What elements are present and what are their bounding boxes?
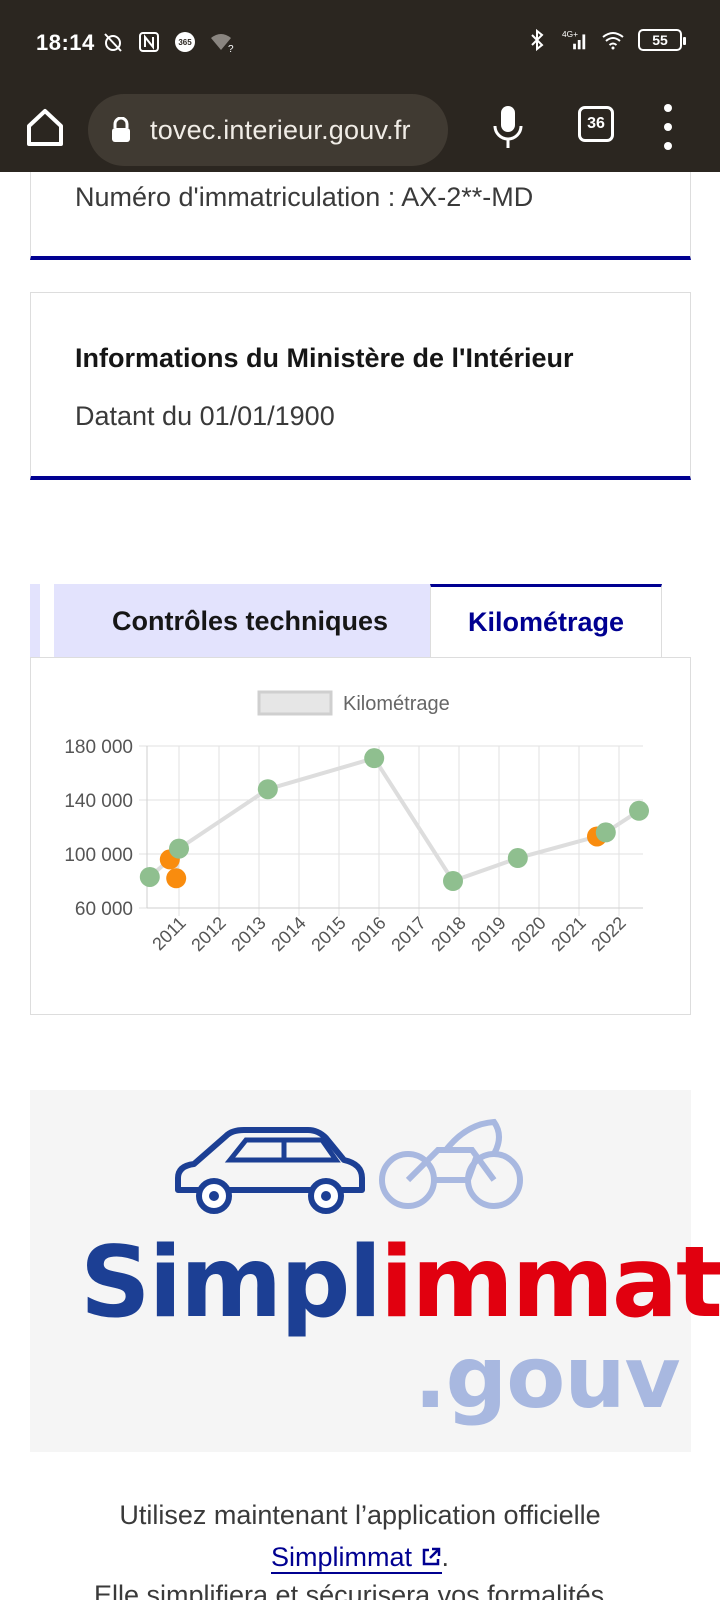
kilometrage-panel: Kilométrage 60 000 100 000 140 000 180 000 20… (30, 657, 691, 1015)
more-menu-icon[interactable] (660, 104, 676, 150)
x-tick-label: 2015 (307, 913, 349, 955)
logo-word-part1: Simpl (80, 1226, 382, 1340)
status-time: 18:14 (36, 30, 95, 55)
signal-icon: 4G+ (562, 29, 586, 50)
data-point (257, 779, 278, 800)
external-link-icon (422, 1547, 440, 1566)
tab-controles-techniques[interactable]: Contrôles techniques (54, 584, 446, 658)
x-tick-label: 2021 (547, 913, 589, 955)
data-point (166, 868, 187, 889)
svg-text:365: 365 (178, 38, 192, 47)
legend-label: Kilométrage (343, 693, 450, 715)
x-tick-label: 2016 (347, 913, 389, 955)
x-tick-label: 2014 (267, 913, 309, 955)
x-tick-label: 2022 (587, 913, 629, 955)
nfc-icon (139, 32, 159, 52)
app-notification-icon: 365 (175, 32, 195, 52)
x-tick-label: 2020 (507, 913, 549, 955)
x-tick-label: 2011 (148, 913, 190, 955)
lock-icon (112, 117, 130, 142)
data-point (443, 871, 463, 891)
address-bar[interactable]: tovec.interieur.gouv.fr (88, 94, 448, 166)
ministry-info-title: Informations du Ministère de l'Intérieur (75, 343, 574, 373)
tab-previous-stub[interactable] (30, 584, 40, 658)
data-point (139, 866, 160, 887)
tab-list: Contrôles techniques Kilométrage (30, 584, 691, 658)
y-tick-label: 100 000 (64, 845, 133, 866)
svg-text:?: ? (228, 44, 234, 54)
mileage-chart: Kilométrage 60 000 100 000 140 000 180 000 20… (64, 690, 649, 955)
logo-wordmark: Simplimmat (80, 1226, 720, 1340)
x-tick-label: 2019 (467, 913, 509, 955)
wifi-icon (602, 32, 624, 50)
vehicle-registration-card: Numéro d'immatriculation : AX-2**-MD (30, 172, 691, 260)
status-left-icons: 365 ? (100, 30, 234, 54)
tab-switcher-button[interactable]: 36 (578, 106, 614, 142)
browser-toolbar: tovec.interieur.gouv.fr 36 (0, 86, 720, 172)
x-tick-label: 2012 (187, 913, 229, 955)
simplimmat-logo[interactable]: Simplimmat .gouv (30, 1090, 720, 1452)
tab-kilometrage[interactable]: Kilométrage (430, 584, 662, 658)
home-icon[interactable] (24, 104, 66, 150)
bluetooth-icon (531, 28, 544, 52)
ministry-info-card: Informations du Ministère de l'Intérieur… (30, 292, 691, 480)
url-text: tovec.interieur.gouv.fr (150, 114, 411, 145)
svg-text:4G+: 4G+ (562, 29, 578, 39)
ministry-info-date: Datant du 01/01/1900 (75, 401, 335, 431)
promo-line: Utilisez maintenant l’application offici… (119, 1500, 601, 1530)
data-point (507, 848, 528, 869)
registration-number: Numéro d'immatriculation : AX-2**-MD (75, 182, 534, 212)
data-point (169, 838, 189, 859)
car-icon (175, 1127, 365, 1214)
data-point (364, 748, 385, 769)
logo-suffix: .gouv (414, 1328, 681, 1428)
wifi-question-icon: ? (211, 34, 234, 54)
simplimmat-link[interactable]: Simplimmat (270, 1542, 442, 1574)
y-tick-label: 140 000 (64, 791, 133, 812)
battery-indicator: 55 (638, 29, 686, 51)
promo-cutoff-line: Elle simplifiera et sécurisera vos forma… (94, 1580, 605, 1600)
status-right-icons: 4G+ 55 (524, 28, 686, 52)
logo-word-part2: immat (380, 1226, 720, 1340)
x-tick-label: 2017 (387, 913, 429, 955)
data-point (595, 822, 616, 843)
alarm-off-icon (104, 33, 122, 52)
x-tick-label: 2018 (427, 913, 469, 955)
status-bar: 18:14 365 ? 4G+ 55 (0, 0, 720, 86)
legend-swatch (257, 690, 333, 716)
x-tick-label: 2013 (227, 913, 269, 955)
promo-link-line: Simplimmat . (270, 1542, 450, 1574)
microphone-icon[interactable] (490, 102, 526, 152)
y-tick-label: 60 000 (75, 899, 133, 920)
motorcycle-icon (379, 1118, 523, 1209)
y-tick-label: 180 000 (64, 737, 133, 758)
series-line (148, 756, 641, 883)
data-point (629, 800, 649, 821)
app-promo-text: Utilisez maintenant l’application offici… (0, 1494, 720, 1578)
